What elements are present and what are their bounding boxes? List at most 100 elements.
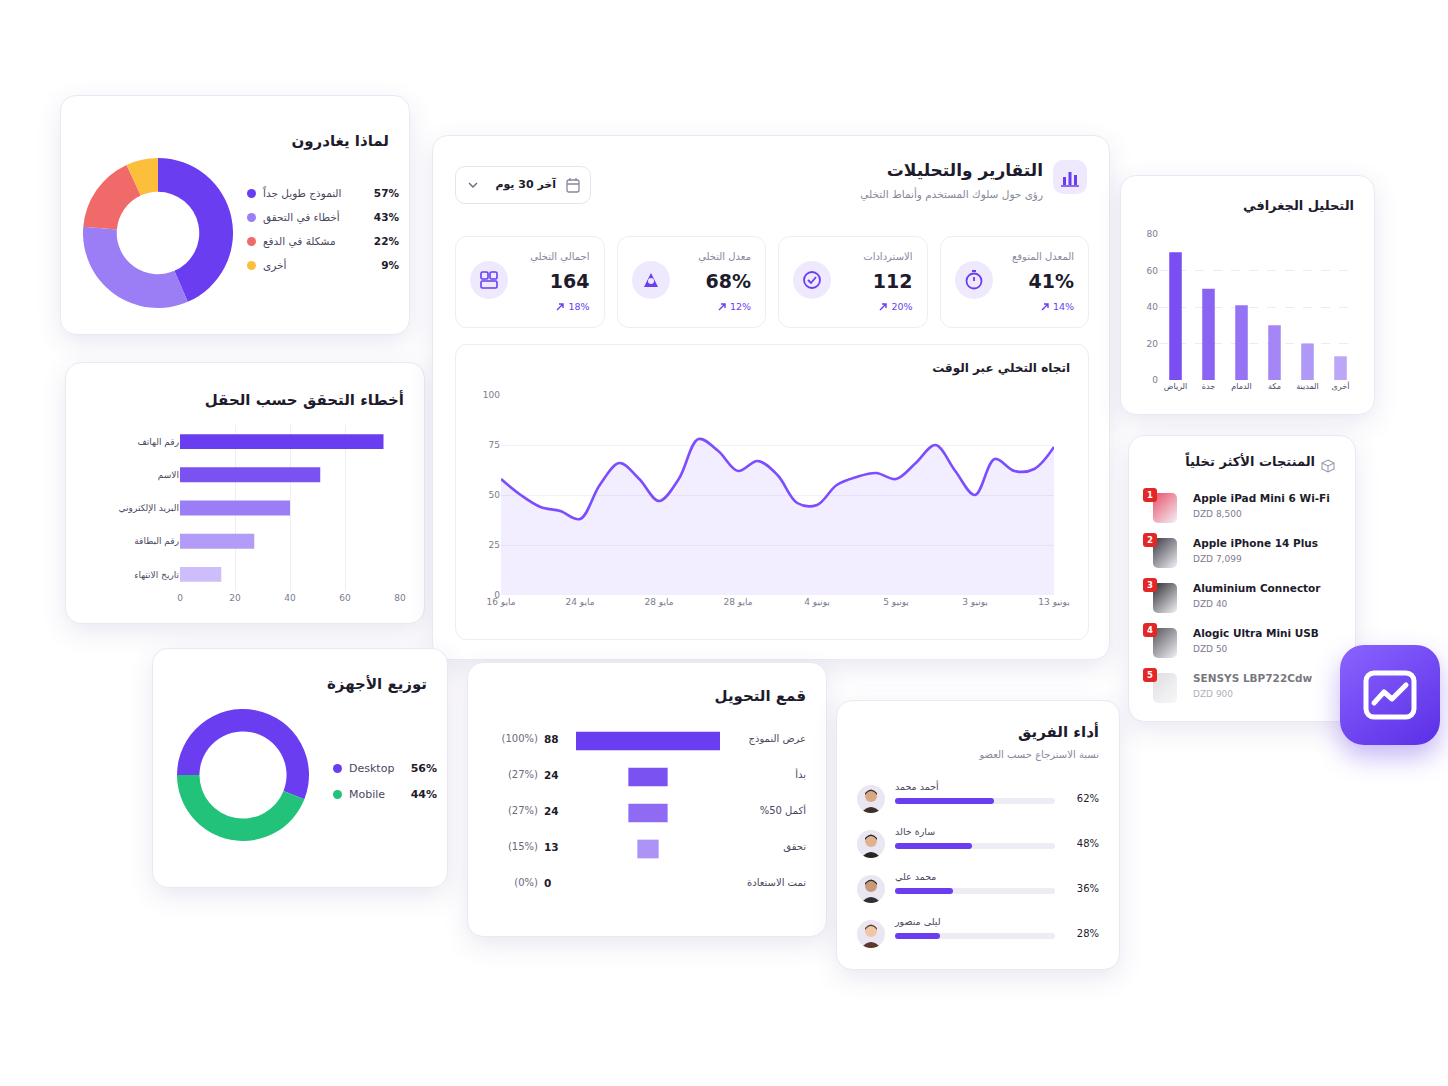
html-text:أخطاء التحقق حسب الحقل: أخطاء التحقق حسب الحقل xyxy=(204,391,404,409)
html-text:قمع التحويل: قمع التحويل xyxy=(714,687,806,705)
html-text:43%: 43% xyxy=(373,211,399,223)
svg-text:أخرى: أخرى xyxy=(1332,381,1350,391)
html-text:سارة خالد: سارة خالد xyxy=(895,826,936,837)
svg-text:المدينة: المدينة xyxy=(1296,382,1318,391)
svg-text:13 يونيو: 13 يونيو xyxy=(1038,597,1070,607)
svg-text:20: 20 xyxy=(229,593,241,603)
html-text:(27%): (27%) xyxy=(508,805,538,816)
html-text:معدل التخلي: معدل التخلي xyxy=(698,251,751,262)
html-text:(0%): (0%) xyxy=(514,877,538,888)
svg-text:تاريخ الانتهاء: تاريخ الانتهاء xyxy=(134,570,179,580)
html-text:56%: 56% xyxy=(410,761,437,775)
html-text:36%: 36% xyxy=(1076,883,1099,894)
html-text:24: 24 xyxy=(544,805,559,817)
html-text:(100%): (100%) xyxy=(501,733,538,744)
html-text:9%: 9% xyxy=(381,259,399,271)
html-text:88: 88 xyxy=(544,733,559,745)
html-text:164: 164 xyxy=(549,270,590,292)
html-text:المعدل المتوقع: المعدل المتوقع xyxy=(1012,251,1074,262)
html-text:أداء الفريق: أداء الفريق xyxy=(1018,723,1099,741)
html-text:48%: 48% xyxy=(1076,838,1099,849)
svg-text:مكة: مكة xyxy=(1268,382,1281,391)
svg-text:رقم البطاقة: رقم البطاقة xyxy=(134,536,179,547)
html-text:أخطاء في التحقق: أخطاء في التحقق xyxy=(263,211,340,223)
html-text:41%: 41% xyxy=(1028,270,1074,292)
html-text:DZD 7,099: DZD 7,099 xyxy=(1193,554,1242,564)
svg-text:3 يونيو: 3 يونيو xyxy=(962,597,988,607)
svg-text:60: 60 xyxy=(339,593,351,603)
html-text:14%: 14% xyxy=(1052,301,1074,312)
svg-text:الرياض: الرياض xyxy=(1164,382,1187,391)
html-text:22%: 22% xyxy=(373,235,399,247)
html-text:مشكلة في الدفع: مشكلة في الدفع xyxy=(263,235,336,247)
html-text:أخرى: أخرى xyxy=(263,259,287,271)
html-text:Aluminium Connector: Aluminium Connector xyxy=(1193,582,1321,594)
html-text:18%: 18% xyxy=(568,301,590,312)
svg-text:60: 60 xyxy=(1147,266,1159,276)
html-text:اجمالي التخلي: اجمالي التخلي xyxy=(530,251,590,262)
svg-text:80: 80 xyxy=(394,593,406,603)
svg-text:80: 80 xyxy=(1147,229,1159,239)
svg-text:0: 0 xyxy=(177,593,183,603)
html-text:112: 112 xyxy=(872,270,913,292)
svg-text:رقم الهاتف: رقم الهاتف xyxy=(138,437,179,448)
html-text:اتجاه التخلي عبر الوقت: اتجاه التخلي عبر الوقت xyxy=(932,361,1070,375)
html-text:آخر 30 يوم: آخر 30 يوم xyxy=(495,178,556,191)
html-text:Alogic Ultra Mini USB: Alogic Ultra Mini USB xyxy=(1193,627,1319,639)
html-text:Apple iPhone 14 Plus: Apple iPhone 14 Plus xyxy=(1193,537,1319,549)
html-text:28%: 28% xyxy=(1076,928,1099,939)
html-text:نسبة الاسترجاع حسب العضو: نسبة الاسترجاع حسب العضو xyxy=(979,749,1099,760)
html-text:13: 13 xyxy=(544,841,559,853)
svg-text:24 مايو: 24 مايو xyxy=(565,597,594,607)
html-text:20%: 20% xyxy=(891,301,913,312)
html-text:68%: 68% xyxy=(705,270,751,292)
html-text:التقارير والتحليلات: التقارير والتحليلات xyxy=(886,160,1043,180)
html-text:تمت الاستعادة: تمت الاستعادة xyxy=(747,877,806,888)
html-text:بدأ: بدأ xyxy=(795,769,806,780)
svg-text:28 مايو: 28 مايو xyxy=(644,597,673,607)
svg-text:0: 0 xyxy=(1152,375,1158,385)
svg-text:الاسم: الاسم xyxy=(158,470,179,481)
html-text:DZD 8,500: DZD 8,500 xyxy=(1193,509,1242,519)
svg-text:4 يونيو: 4 يونيو xyxy=(804,597,830,607)
html-text:عرض النموذج: عرض النموذج xyxy=(748,733,806,744)
html-text:توزيع الأجهزة: توزيع الأجهزة xyxy=(327,675,427,693)
svg-text:40: 40 xyxy=(1147,302,1159,312)
html-text:(15%): (15%) xyxy=(508,841,538,852)
html-text:Desktop: Desktop xyxy=(349,761,395,775)
svg-text:16 مايو: 16 مايو xyxy=(486,597,515,607)
html-text:الاستردادات: الاستردادات xyxy=(863,251,913,262)
html-text:12%: 12% xyxy=(729,301,751,312)
svg-text:الدمام: الدمام xyxy=(1231,382,1252,391)
html-text:أكمل 50%: أكمل 50% xyxy=(759,805,806,816)
html-text:Apple iPad Mini 6 Wi-Fi: Apple iPad Mini 6 Wi-Fi xyxy=(1193,492,1330,504)
html-text:62%: 62% xyxy=(1076,793,1099,804)
html-text:ليلى منصور: ليلى منصور xyxy=(895,916,941,927)
html-text:SENSYS LBP722Cdw: SENSYS LBP722Cdw xyxy=(1193,672,1313,684)
svg-text:40: 40 xyxy=(284,593,296,603)
svg-text:100: 100 xyxy=(483,390,500,400)
html-text:المنتجات الأكثر تخلياً: المنتجات الأكثر تخلياً xyxy=(1185,454,1315,469)
html-text:النموذج طويل جداً: النموذج طويل جداً xyxy=(263,187,342,199)
svg-text:50: 50 xyxy=(489,490,501,500)
html-text:لماذا يغادرون: لماذا يغادرون xyxy=(291,132,389,150)
html-text:محمد علي: محمد علي xyxy=(895,871,937,882)
html-text:رؤى حول سلوك المستخدم وأنماط ا: رؤى حول سلوك المستخدم وأنماط التخلي xyxy=(860,188,1043,200)
svg-text:5 يونيو: 5 يونيو xyxy=(883,597,909,607)
svg-text:جدة: جدة xyxy=(1202,382,1215,391)
html-text:التحليل الجغرافي: التحليل الجغرافي xyxy=(1243,198,1354,213)
html-text:57%: 57% xyxy=(373,187,399,199)
svg-text:البريد الإلكتروني: البريد الإلكتروني xyxy=(119,503,179,514)
html-text:44%: 44% xyxy=(410,787,437,801)
svg-text:20: 20 xyxy=(1147,339,1159,349)
svg-text:28 مايو: 28 مايو xyxy=(723,597,752,607)
html-text:DZD 40: DZD 40 xyxy=(1193,599,1228,609)
html-text:تحقق: تحقق xyxy=(783,841,806,852)
svg-text:25: 25 xyxy=(489,540,500,550)
html-text:أحمد محمد: أحمد محمد xyxy=(895,781,939,792)
svg-text:0: 0 xyxy=(494,590,500,600)
html-text:Mobile: Mobile xyxy=(349,787,386,801)
html-text:(27%): (27%) xyxy=(508,769,538,780)
html-text:24: 24 xyxy=(544,769,559,781)
svg-text:75: 75 xyxy=(489,440,500,450)
